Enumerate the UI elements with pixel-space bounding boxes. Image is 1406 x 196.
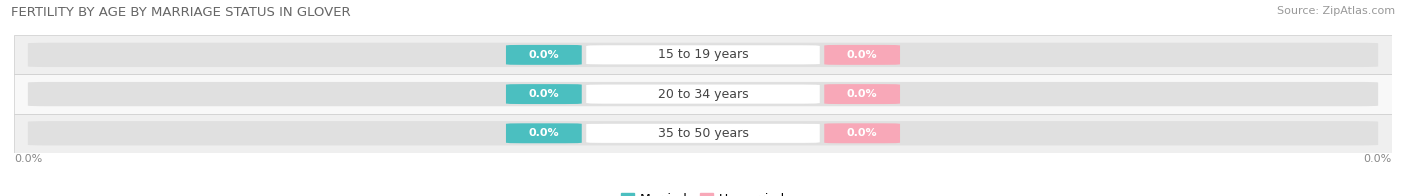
- FancyBboxPatch shape: [506, 45, 582, 65]
- Text: FERTILITY BY AGE BY MARRIAGE STATUS IN GLOVER: FERTILITY BY AGE BY MARRIAGE STATUS IN G…: [11, 6, 352, 19]
- Legend: Married, Unmarried: Married, Unmarried: [616, 188, 790, 196]
- Text: 35 to 50 years: 35 to 50 years: [658, 127, 748, 140]
- FancyBboxPatch shape: [506, 84, 582, 104]
- Text: 20 to 34 years: 20 to 34 years: [658, 88, 748, 101]
- Text: 0.0%: 0.0%: [846, 128, 877, 138]
- FancyBboxPatch shape: [506, 123, 582, 143]
- FancyBboxPatch shape: [824, 84, 900, 104]
- FancyBboxPatch shape: [586, 45, 820, 65]
- Text: 0.0%: 0.0%: [14, 154, 42, 164]
- Bar: [14, 114, 1392, 153]
- Bar: [14, 74, 1392, 114]
- Text: 0.0%: 0.0%: [846, 89, 877, 99]
- FancyBboxPatch shape: [824, 123, 900, 143]
- Text: 0.0%: 0.0%: [1364, 154, 1392, 164]
- Text: 0.0%: 0.0%: [846, 50, 877, 60]
- Text: 0.0%: 0.0%: [529, 128, 560, 138]
- FancyBboxPatch shape: [28, 43, 1378, 67]
- FancyBboxPatch shape: [28, 121, 1378, 145]
- FancyBboxPatch shape: [586, 123, 820, 143]
- FancyBboxPatch shape: [28, 82, 1378, 106]
- FancyBboxPatch shape: [824, 45, 900, 65]
- FancyBboxPatch shape: [586, 84, 820, 104]
- Text: 0.0%: 0.0%: [529, 50, 560, 60]
- Text: Source: ZipAtlas.com: Source: ZipAtlas.com: [1277, 6, 1395, 16]
- Text: 15 to 19 years: 15 to 19 years: [658, 48, 748, 61]
- Text: 0.0%: 0.0%: [529, 89, 560, 99]
- Bar: [14, 35, 1392, 74]
